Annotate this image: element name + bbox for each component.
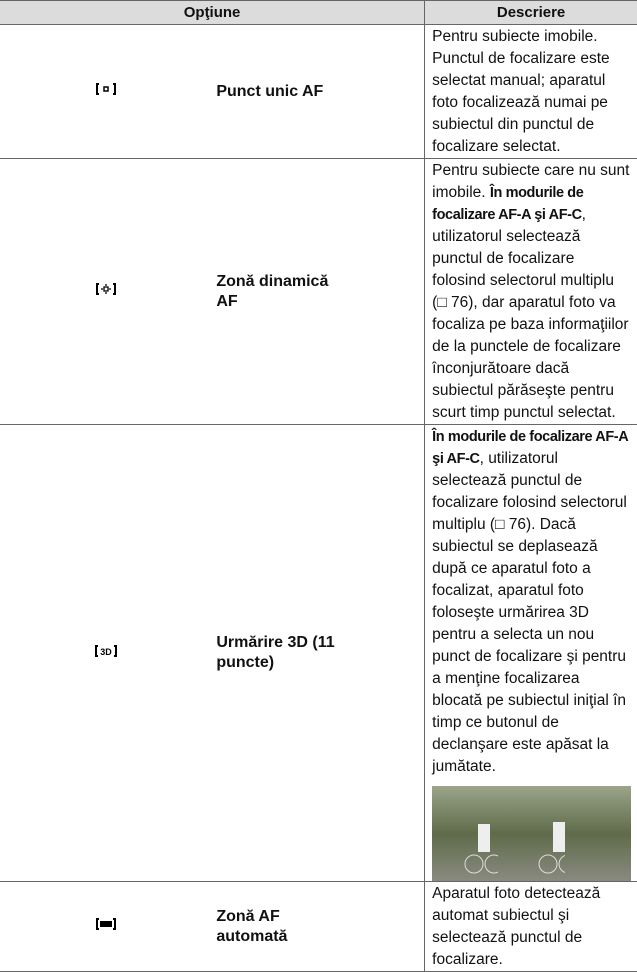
description: În modurile de focalizare AF-A şi AF-C, … [424, 424, 637, 882]
option-name: Urmărire 3D (11 puncte) [216, 634, 335, 671]
header-description: Descriere [424, 0, 637, 25]
icon-auto [96, 918, 117, 930]
description: Pentru subiecte care nu sunt imobile. În… [424, 158, 637, 425]
example-photo [498, 786, 565, 881]
text: , utilizatorul selectează punctul de foc… [432, 206, 629, 421]
option-name: Zonă AF automată [216, 907, 288, 945]
bold-text: În modurile de focalizare AF-A şi AF-C [432, 429, 628, 467]
example-photo [564, 786, 631, 881]
icon-dynamic [96, 283, 117, 295]
bold-text: În modurile de focalizare AF-A şi AF-C [432, 185, 584, 223]
text: Pentru subiecte imobile. Punctul de foca… [432, 28, 610, 155]
header-option: Opţiune [0, 0, 426, 25]
text: Pentru subiecte care nu sunt imobile. [432, 162, 630, 201]
svg-text:3D: 3D [100, 647, 112, 657]
description: Pentru subiecte imobile. Punctul de foca… [424, 24, 637, 159]
text: Aparatul foto detectează automat subiect… [432, 885, 601, 968]
text: , utilizatorul selectează punctul de foc… [432, 450, 627, 775]
option-name: Punct unic AF [216, 82, 324, 100]
description: Aparatul foto detectează automat subiect… [424, 881, 637, 972]
example-images [432, 786, 631, 881]
icon-3d: 3D [95, 644, 118, 657]
example-photo [432, 786, 499, 881]
option-name: Zonă dinamică AF [216, 272, 329, 310]
icon-single [96, 83, 117, 95]
